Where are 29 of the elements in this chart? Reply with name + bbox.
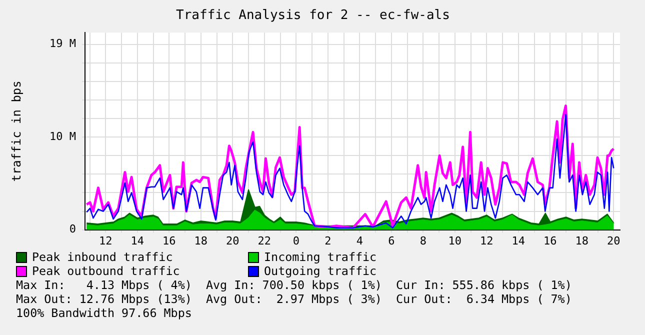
x-tick-label: 16 <box>544 234 557 248</box>
x-tick-label: 12 <box>480 234 494 248</box>
legend-label: Peak outbound traffic <box>32 264 180 278</box>
x-tick-label: 20 <box>607 234 620 248</box>
x-tick-label: 16 <box>162 234 176 248</box>
x-tick-label: 0 <box>292 234 300 248</box>
x-tick-label: 20 <box>226 234 240 248</box>
x-tick-label: 14 <box>130 234 144 248</box>
chart-title: Traffic Analysis for 2 -- ec-fw-als <box>176 8 450 24</box>
x-tick-label: 18 <box>575 234 589 248</box>
x-tick-label: 8 <box>420 234 426 248</box>
x-tick-label: 14 <box>512 234 526 248</box>
y-tick-label: 19 M <box>50 37 76 50</box>
y-axis-title: traffic in bps <box>9 80 24 182</box>
x-tick-label: 4 <box>356 234 364 248</box>
legend-label: Incoming traffic <box>264 250 377 264</box>
text: Max Out: 12.76 Mbps (13%) Avg Out: 2.97 Mbps ( 3%) Cur Out: 6.34 Mbps ( 7%) <box>16 292 573 306</box>
text: Max In: 4.13 Mbps ( 4%) Avg In: 700.50 kbps ( 1%) Cur In: 555.86 kbps ( 1%) <box>16 278 573 292</box>
x-tick-label: 18 <box>194 234 208 248</box>
x-tick-label: 22 <box>258 234 272 248</box>
legend-label: Peak inbound traffic <box>32 250 173 264</box>
y-tick-label: 0 <box>69 222 76 236</box>
text: 100% Bandwidth 97.66 Mbps <box>16 306 193 320</box>
x-tick-label: 2 <box>324 234 332 248</box>
x-tick-label: 10 <box>448 234 462 248</box>
x-tick-label: 6 <box>388 234 395 248</box>
x-tick-label: 12 <box>99 234 112 248</box>
legend-label: Outgoing traffic <box>264 264 377 278</box>
y-tick-label: 10 M <box>50 130 76 143</box>
